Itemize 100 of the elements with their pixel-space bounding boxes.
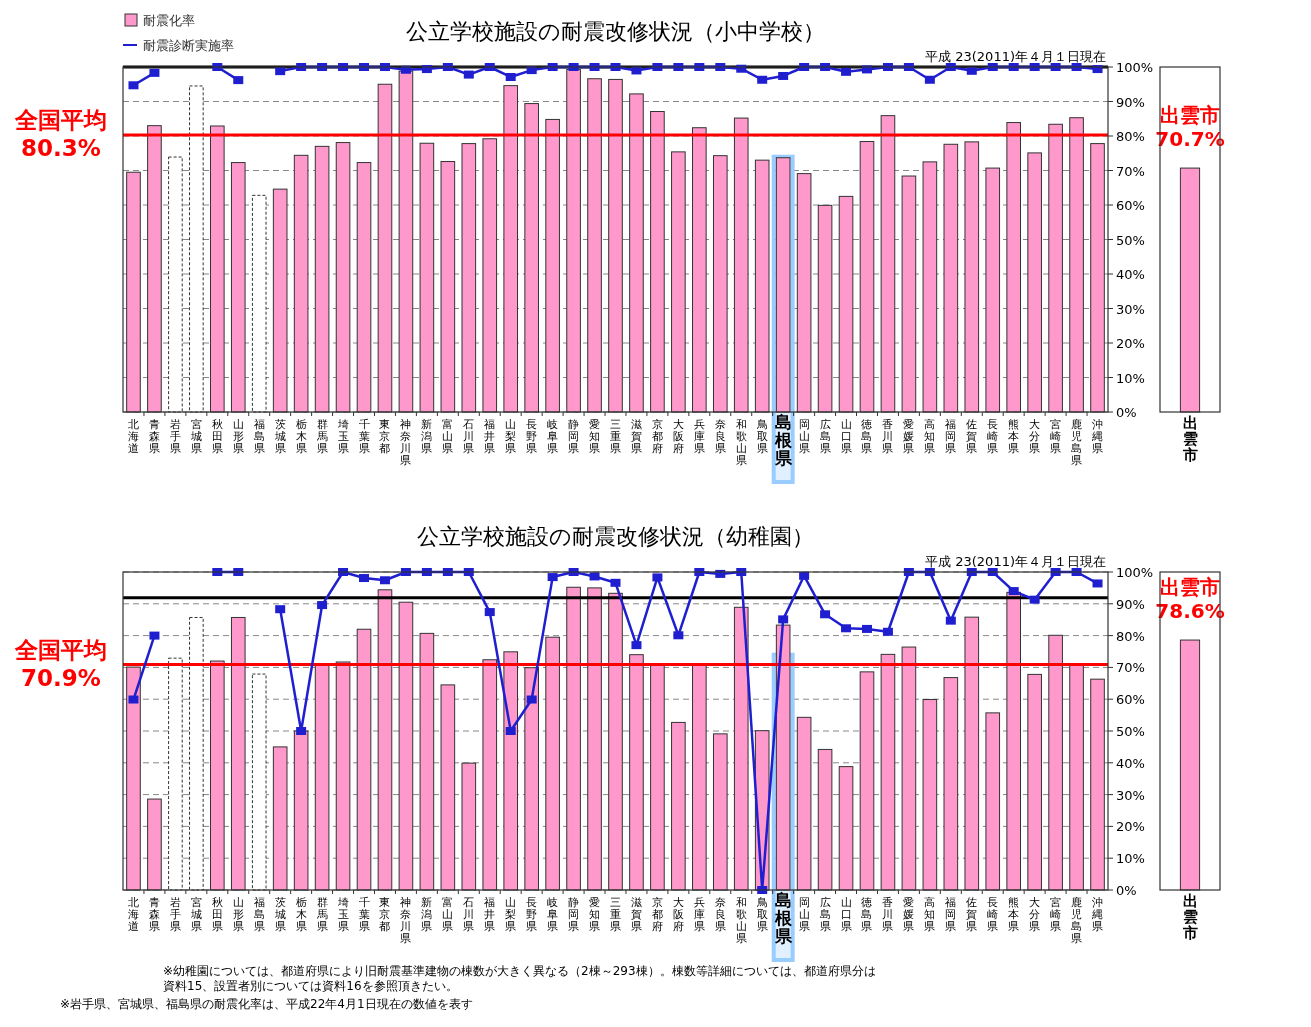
x-tick-label: 新潟県: [421, 418, 433, 455]
x-tick-label: 山口県: [840, 896, 852, 933]
y-tick-label: 60%: [1116, 198, 1145, 213]
x-tick-label: 鳥取県: [755, 896, 768, 933]
x-tick-label: 大阪府: [672, 896, 684, 933]
x-tick-label: 岐阜県: [547, 418, 559, 455]
x-tick-label: 神奈川県: [400, 896, 412, 945]
x-tick-label: 宮城県: [189, 418, 202, 455]
y-tick-label: 70%: [1116, 660, 1145, 676]
x-tick-label: 青森県: [148, 896, 160, 933]
x-tick-label: 福井県: [484, 896, 496, 933]
x-tick-label: 徳島県: [861, 896, 873, 933]
x-tick-label: 秋田県: [211, 896, 223, 933]
text: 平成 23(2011)年４月１日現在: [925, 49, 1106, 64]
y-tick-label: 40%: [1116, 755, 1145, 771]
x-tick-label: 愛媛県: [903, 418, 915, 455]
y-tick-label: 50%: [1116, 724, 1145, 739]
x-tick-label: 京都府: [651, 896, 663, 933]
x-tick-label: 和歌山県: [735, 418, 747, 467]
x-tick-label: 青森県: [148, 418, 160, 455]
x-tick-label: 千葉県: [358, 896, 370, 933]
x-tick-label: 山形県: [232, 896, 244, 933]
x-tick-label: 栃木県: [295, 896, 307, 933]
x-tick-label: 石川県: [463, 418, 475, 455]
x-tick-label: 栃木県: [295, 418, 307, 455]
chart-title: 公立学校施設の耐震改修状況（小中学校）: [406, 19, 825, 44]
x-tick-label: 富山県: [442, 418, 454, 455]
y-tick-label: 10%: [1116, 851, 1145, 867]
y-tick-label: 40%: [1116, 267, 1145, 282]
x-tick-label: 高知県: [924, 896, 936, 933]
x-tick-label: 大分県: [1029, 418, 1041, 455]
x-tick-label: 宮崎県: [1050, 896, 1062, 933]
x-tick-label: 神奈川県: [400, 418, 412, 467]
x-tick-label: 島根県: [773, 412, 793, 468]
x-tick-label: 兵庫県: [693, 418, 705, 455]
x-tick-label: 愛知県: [589, 896, 601, 933]
x-tick-label: 長崎県: [987, 896, 999, 933]
x-tick-label: 鳥取県: [755, 418, 768, 455]
y-tick-label: 80%: [1116, 129, 1145, 144]
x-tick-label: 岩手県: [169, 418, 181, 455]
ref-line-label: 全国平均 70.9%: [14, 636, 107, 691]
x-tick-label: 熊本県: [1008, 896, 1020, 933]
y-tick-label: 70%: [1116, 163, 1145, 179]
x-tick-label: 福岡県: [945, 418, 957, 455]
ref-line-label: 全国平均 80.3%: [14, 106, 107, 161]
x-tick-label: 沖縄県: [1091, 418, 1104, 455]
y-tick-label: 0%: [1116, 883, 1137, 898]
x-tick-label: 大阪府: [672, 418, 684, 455]
x-tick-label: 島根県: [773, 890, 793, 946]
x-tick-label: 静岡県: [568, 896, 580, 933]
y-tick-label: 0%: [1116, 405, 1137, 420]
x-tick-label: 東京都: [379, 418, 391, 455]
x-tick-label: 山梨県: [505, 896, 517, 933]
y-tick-label: 80%: [1116, 628, 1145, 644]
x-tick-label: 京都府: [651, 418, 663, 455]
x-tick-label: 千葉県: [358, 418, 370, 455]
x-tick-label: 岐阜県: [547, 896, 559, 933]
x-tick-label: 埼玉県: [336, 896, 349, 933]
x-tick-label: 佐賀県: [966, 896, 978, 933]
x-tick-label: 岡山県: [798, 896, 810, 933]
y-tick-label: 20%: [1116, 819, 1145, 835]
x-tick-label: 兵庫県: [693, 896, 705, 933]
y-tick-label: 20%: [1116, 336, 1145, 351]
y-tick-label: 60%: [1116, 692, 1145, 708]
x-tick-label: 茨城県: [273, 896, 286, 933]
x-tick-label: 広島県: [819, 418, 831, 455]
x-tick-label: 香川県: [882, 418, 894, 455]
x-tick-label: 宮崎県: [1050, 418, 1062, 455]
text: 70.7%: [1155, 127, 1225, 152]
x-tick-label: 熊本県: [1008, 418, 1020, 455]
x-tick-label: 富山県: [442, 896, 454, 933]
x-tick-label: 岩手県: [169, 896, 181, 933]
x-tick-label: 三重県: [610, 418, 621, 455]
x-tick-label: 徳島県: [861, 418, 873, 455]
x-tick-label: 高知県: [924, 418, 936, 455]
x-tick-label: 山梨県: [505, 418, 517, 455]
x-tick-label: 愛知県: [589, 418, 601, 455]
x-tick-label: 福島県: [253, 896, 265, 933]
x-tick-label: 大分県: [1029, 896, 1041, 933]
y-tick-label: 90%: [1116, 94, 1145, 110]
x-tick-label: 石川県: [463, 896, 475, 933]
y-tick-label: 100%: [1116, 60, 1154, 75]
text: 平成 23(2011)年４月１日現在: [925, 554, 1106, 569]
x-tick-label: 山形県: [232, 418, 244, 455]
x-tick-label: 山口県: [840, 418, 852, 455]
x-tick-label: 三重県: [610, 896, 621, 933]
x-tick-label: 広島県: [819, 896, 831, 933]
x-tick-label: 滋賀県: [630, 896, 642, 933]
text: ※岩手県、宮城県、福島県の耐震化率は、平成22年4月1日現在の数値を表す: [60, 997, 473, 1011]
x-tick-label: 群馬県: [315, 418, 328, 455]
x-tick-label: 鹿児島県: [1071, 896, 1083, 945]
y-tick-label: 100%: [1116, 565, 1154, 580]
y-tick-label: 30%: [1116, 787, 1145, 803]
x-tick-label: 茨城県: [273, 418, 286, 455]
y-tick-label: 50%: [1116, 232, 1145, 248]
x-tick-label: 岡山県: [798, 418, 810, 455]
x-tick-label: 福井県: [484, 418, 496, 455]
x-tick-label: 奈良県: [714, 418, 726, 455]
x-tick-label: 長野県: [526, 896, 538, 933]
x-tick-label: 長野県: [526, 418, 538, 455]
